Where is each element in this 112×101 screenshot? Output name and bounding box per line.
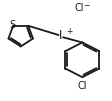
Text: −: −: [83, 1, 89, 10]
Text: S: S: [9, 20, 15, 30]
Text: Cl: Cl: [74, 3, 84, 13]
Text: Cl: Cl: [78, 81, 87, 91]
Text: +: +: [66, 27, 72, 36]
Text: I: I: [59, 29, 63, 42]
